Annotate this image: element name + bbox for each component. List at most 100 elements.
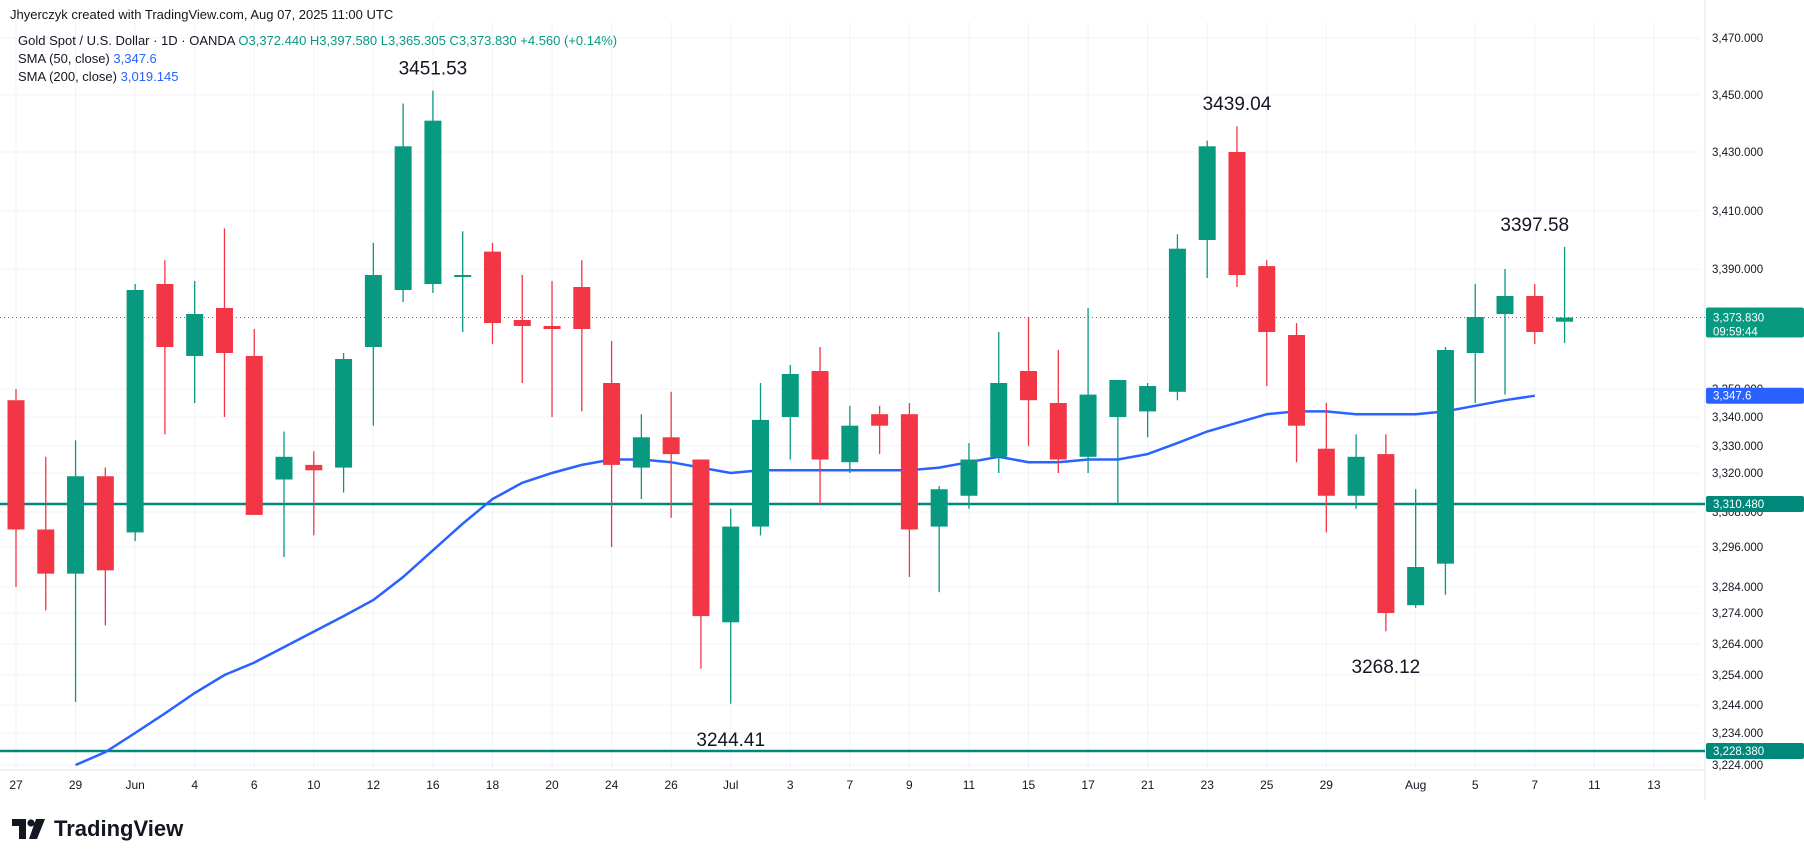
candle-body [662,437,680,455]
time-tick-label: 9 [906,778,913,792]
candle [1466,284,1484,403]
time-tick-label: 25 [1260,778,1274,792]
candle [1288,323,1306,463]
support-lower-tag-bg [1706,742,1804,759]
price-annotation: 3244.41 [696,730,765,751]
price-tick-label: 3,410.000 [1712,206,1763,218]
price-tick-label: 3,340.000 [1712,412,1763,424]
candle [37,456,55,611]
sma50-tag: 3,347.6 [1706,387,1804,404]
candle-body [811,371,829,460]
candle-body [871,414,889,426]
candle [186,281,204,403]
candle-body [930,489,948,527]
time-tick-label: 12 [367,778,381,792]
candle-body [424,120,442,285]
candle [900,403,918,577]
candle [305,451,323,536]
time-tick-label: 13 [1647,778,1661,792]
legend-sma50-value: 3,347.6 [113,51,157,66]
support-upper-tag: 3,310.480 [1706,495,1804,512]
candle-body [1198,146,1216,240]
candle [275,431,293,557]
candle-body [305,464,323,471]
candle-body [841,425,859,463]
price-tick-label: 3,296.000 [1712,542,1763,554]
price-tick-label: 3,284.000 [1712,582,1763,594]
candle [364,242,382,426]
price-annotation: 3268.12 [1352,657,1421,678]
candle-body [1556,317,1574,322]
candle [1556,247,1574,344]
candle [245,329,263,515]
candle [1020,317,1038,446]
time-tick-label: Aug [1405,778,1426,792]
created-by-text: Jhyerczyk created with TradingView.com, … [10,7,394,22]
price-axis: 3,470.000 3,450.000 3,430.000 3,410.000 3,39… [1712,33,1763,772]
candle-body [781,374,799,417]
candle [960,443,978,509]
tradingview-logo[interactable]: TradingView [12,816,183,842]
legend-sma50: SMA (50, close) 3,347.6 [18,51,157,66]
candle-body [960,459,978,496]
price-tick-label: 3,330.000 [1712,441,1763,453]
candle-body [1020,371,1038,401]
price-tick-label: 3,224.000 [1712,760,1763,772]
candle [126,284,144,542]
candle [1436,347,1454,595]
time-tick-label: 29 [69,778,83,792]
price-tick-label: 3,244.000 [1712,700,1763,712]
candle [1079,308,1097,473]
legend-sma200-label: SMA (200, close) [18,69,117,84]
candle [1258,260,1276,386]
time-tick-label: 26 [664,778,678,792]
price-tags: 3,310.480 3,228.380 3,347.6 3,373.830 09:59:… [1706,307,1804,759]
candle [1198,140,1216,278]
candle [483,242,501,344]
tradingview-logo-text: TradingView [54,816,184,841]
candle [871,405,889,455]
price-tick-label: 3,390.000 [1712,264,1763,276]
sma50-line [75,394,1535,767]
candle-body [1377,454,1395,613]
candle [573,260,591,412]
candle-body [513,320,531,326]
candle [662,391,680,518]
chart-grid [0,22,1700,770]
candle [603,341,621,547]
time-tick-label: 16 [426,778,440,792]
candle-body [483,251,501,323]
candle-body [364,275,382,347]
time-tick-label: 11 [1588,778,1601,792]
candle [781,365,799,460]
last-price-tag-text: 09:59:44 [1713,327,1758,339]
candle [752,383,769,536]
candle [424,90,442,293]
time-tick-label: 24 [605,778,619,792]
time-tick-label: 17 [1081,778,1095,792]
candle-body [543,326,561,329]
candle [1317,403,1335,533]
candle-body [632,437,650,468]
candle-body [37,529,55,574]
candle [543,281,561,417]
candle [335,353,353,493]
candle-body [126,290,144,533]
candle-body [1496,296,1514,314]
last-price-tag-text: 3,373.830 [1713,313,1764,325]
candle [930,486,948,593]
sma50-tag-text: 3,347.6 [1713,391,1751,403]
price-tick-label: 3,254.000 [1712,670,1763,682]
time-tick-label: 18 [486,778,500,792]
candle [394,103,412,302]
candle [1496,269,1514,395]
price-tick-label: 3,320.000 [1712,468,1763,480]
legend-sma200: SMA (200, close) 3,019.145 [18,69,178,84]
price-annotation: 3397.58 [1500,215,1569,236]
candle-body [722,526,740,623]
time-tick-label: Jul [723,778,738,792]
candle [7,389,25,587]
candle-body [1526,296,1544,332]
price-tick-label: 3,430.000 [1712,147,1763,159]
